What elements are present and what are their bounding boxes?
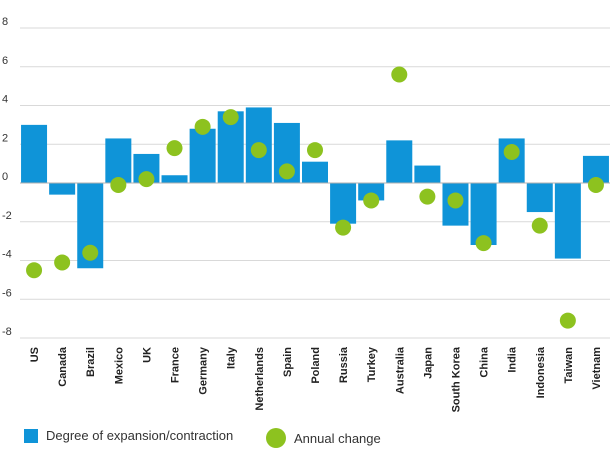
category-label: Indonesia <box>535 346 547 398</box>
dot <box>531 217 548 234</box>
dot <box>559 312 576 329</box>
legend: Degree of expansion/contraction Annual c… <box>0 428 610 456</box>
category-label: Netherlands <box>254 347 266 411</box>
bar <box>302 161 328 183</box>
y-axis-tick-labels: 8 6 4 2 0 -2 -4 -6 -8 <box>2 16 12 338</box>
bar <box>414 165 441 183</box>
category-label: Poland <box>310 347 322 384</box>
y-tick-label: 8 <box>2 16 8 28</box>
dot <box>222 109 239 126</box>
bar-series <box>21 107 609 269</box>
y-tick-label: -6 <box>2 287 12 299</box>
dot <box>503 144 520 160</box>
bar <box>49 183 76 195</box>
legend-label-bars: Degree of expansion/contraction <box>46 428 234 443</box>
y-tick-label: -8 <box>2 326 12 338</box>
category-label: Spain <box>282 347 294 377</box>
bar <box>189 128 216 183</box>
legend-bar-swatch <box>24 428 38 443</box>
dot <box>166 140 183 157</box>
dot-series <box>26 66 604 329</box>
y-tick-label: 4 <box>2 94 8 106</box>
category-label: Brazil <box>85 347 97 377</box>
category-label: South Korea <box>450 346 462 412</box>
y-tick-label: -2 <box>2 210 12 222</box>
bar <box>21 124 48 183</box>
dot <box>447 192 464 209</box>
dot <box>307 142 323 159</box>
category-label: Canada <box>57 346 69 387</box>
category-label: Germany <box>198 346 210 395</box>
category-label: Australia <box>394 346 406 394</box>
category-label: Taiwan <box>563 347 575 384</box>
dot <box>335 219 352 236</box>
dot <box>391 66 408 83</box>
x-axis-category-labels: US Canada Brazil Mexico UK France Germany Italy… <box>29 346 603 412</box>
dot <box>194 118 211 135</box>
category-label: Turkey <box>366 346 378 382</box>
y-tick-label: 2 <box>2 132 8 144</box>
dot <box>278 163 295 180</box>
bar <box>386 140 413 183</box>
dot <box>82 244 99 261</box>
dot <box>26 262 43 279</box>
y-tick-label: -4 <box>2 249 12 261</box>
y-tick-label: 0 <box>2 171 8 183</box>
category-label: Italy <box>226 346 238 369</box>
legend-item-dots: Annual change <box>266 428 381 448</box>
legend-label-dots: Annual change <box>294 430 381 446</box>
dot <box>587 176 604 193</box>
y-tick-label: 6 <box>2 55 8 67</box>
bar <box>470 183 497 245</box>
legend-dot-swatch <box>266 428 286 448</box>
dot <box>363 192 380 209</box>
category-label: Russia <box>338 346 350 383</box>
category-label: Mexico <box>113 347 125 385</box>
bar <box>161 175 188 183</box>
category-label: China <box>479 346 491 377</box>
bar <box>526 183 553 213</box>
category-label: France <box>170 347 182 383</box>
category-label: India <box>507 346 519 373</box>
bar <box>330 183 357 224</box>
bar <box>105 138 132 183</box>
dot <box>419 188 436 205</box>
legend-item-bars: Degree of expansion/contraction <box>24 428 233 443</box>
dot <box>138 171 155 188</box>
category-label: Japan <box>422 347 434 379</box>
dot <box>475 235 492 252</box>
category-label: Vietnam <box>591 347 603 390</box>
bar <box>554 183 581 259</box>
dot <box>54 254 71 271</box>
category-label: UK <box>141 347 153 363</box>
dot <box>110 176 127 193</box>
dot <box>250 142 267 159</box>
category-label: US <box>29 347 41 362</box>
